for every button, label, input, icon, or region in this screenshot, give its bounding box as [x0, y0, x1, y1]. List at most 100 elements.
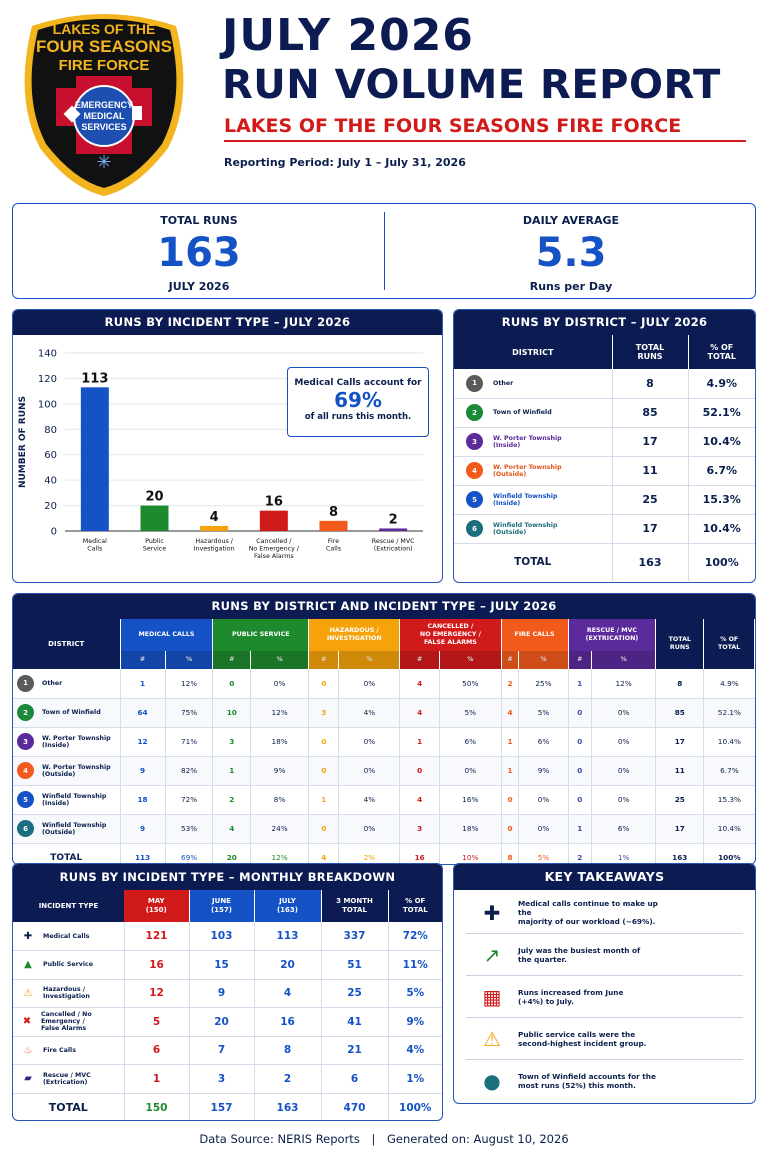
- district-col-pct: % OF TOTAL: [687, 335, 755, 369]
- matrix-cell: 0: [568, 756, 593, 786]
- district-number-badge: 3: [466, 433, 483, 450]
- district-name-cell: 1 Other: [454, 369, 613, 399]
- matrix-district-line1: W. Porter Township: [42, 734, 111, 742]
- matrix-cell: 64: [120, 698, 166, 728]
- matrix-cell: 4: [501, 698, 520, 728]
- matrix-cell: 4: [399, 785, 441, 815]
- matrix-district-name: W. Porter Township (Inside): [42, 735, 111, 749]
- matrix-row-total: 85: [655, 698, 705, 728]
- district-name-line1: Other: [493, 379, 514, 387]
- monthly-type-line1: Fire Calls: [43, 1046, 76, 1054]
- matrix-group-header: CANCELLED / NO EMERGENCY / FALSE ALARMS: [399, 619, 502, 651]
- district-runs: 8: [612, 369, 689, 399]
- matrix-row-total: 8: [655, 669, 705, 699]
- bar-2: [140, 505, 169, 531]
- x-tick-label: Calls: [326, 546, 341, 553]
- monthly-jul: 113: [254, 922, 322, 951]
- matrix-sub-num: #: [308, 651, 340, 669]
- monthly-col-pct: % OF TOTAL: [387, 890, 442, 922]
- bar-value-label: 4: [210, 510, 219, 525]
- district-pct: 52.1%: [688, 398, 755, 428]
- monthly-col-jun: JUNE (157): [188, 890, 254, 922]
- matrix-cell: 9%: [250, 756, 310, 786]
- monthly-type-cell: ✚ Medical Calls: [13, 922, 125, 951]
- x-tick-label: Calls: [87, 546, 102, 553]
- matrix-cell: 0%: [518, 785, 569, 815]
- matrix-district-name: Town of Winfield: [42, 709, 101, 716]
- matrix-total-cell: 4: [308, 843, 340, 864]
- report-title-line1: JULY 2026: [222, 10, 474, 61]
- monthly-jun: 103: [189, 922, 255, 951]
- badge-mid-text: FOUR SEASONS: [36, 37, 172, 56]
- monthly-type-name: Public Service: [43, 961, 93, 968]
- matrix-cell: 1: [399, 727, 441, 757]
- y-tick-label: 0: [51, 527, 57, 538]
- matrix-row-total: 17: [655, 727, 705, 757]
- takeaway-line1: Public service calls were the: [518, 1029, 636, 1039]
- incident-type-icon: ✚: [23, 930, 33, 942]
- monthly-jul: 4: [254, 979, 322, 1008]
- district-col-total: TOTAL RUNS: [611, 335, 688, 369]
- matrix-cell: 1: [308, 785, 340, 815]
- x-tick-label: Fire: [328, 538, 339, 545]
- footer-generated: Generated on: August 10, 2026: [387, 1132, 569, 1146]
- matrix-cell: 10: [212, 698, 252, 728]
- matrix-district-line1: Winfield Township: [42, 792, 107, 800]
- matrix-group-header-line: (EXTRICATION): [585, 635, 639, 642]
- y-axis-label: NUMBER OF RUNS: [18, 396, 28, 488]
- matrix-row-pct: 4.9%: [703, 669, 755, 699]
- takeaway-icon: ⚠: [483, 1026, 501, 1051]
- x-tick-label: No Emergency /: [249, 546, 300, 553]
- monthly-may: 121: [124, 922, 190, 951]
- matrix-district-cell: 2 Town of Winfield: [13, 698, 121, 728]
- matrix-sub-num: #: [120, 651, 166, 669]
- bar-5: [319, 520, 348, 531]
- summary-divider: [384, 212, 385, 290]
- district-runs: 25: [612, 485, 689, 515]
- district-name: W. Porter Township (Outside): [493, 464, 562, 478]
- matrix-total-cell: 2: [568, 843, 593, 864]
- monthly-title: RUNS BY INCIDENT TYPE – MONTHLY BREAKDOW…: [13, 864, 442, 890]
- matrix-group-header-line: FIRE CALLS: [514, 631, 555, 638]
- matrix-district-cell: 4 W. Porter Township (Outside): [13, 756, 121, 786]
- monthly-jun: 20: [189, 1007, 255, 1037]
- matrix-cell: 3: [399, 814, 441, 844]
- matrix-district-wrap: 2 Town of Winfield: [17, 704, 120, 721]
- matrix-col-total-text: TOTAL RUNS: [668, 636, 691, 651]
- matrix-group-header-line: FALSE ALARMS: [423, 639, 477, 646]
- matrix-cell: 5%: [518, 698, 569, 728]
- matrix-total-total: 163: [655, 843, 705, 864]
- matrix-cell: 1: [212, 756, 252, 786]
- monthly-total-label: TOTAL: [13, 1093, 125, 1120]
- matrix-cell: 6%: [591, 814, 657, 844]
- matrix-district-line2: (Outside): [42, 828, 76, 836]
- matrix-cell: 82%: [165, 756, 214, 786]
- matrix-cell: 0: [568, 727, 593, 757]
- monthly-type-cell: ▲ Public Service: [13, 950, 125, 980]
- matrix-cell: 0%: [591, 727, 657, 757]
- matrix-district-wrap: 6 Winfield Township (Outside): [17, 820, 120, 837]
- matrix-cell: 1: [120, 669, 166, 699]
- takeaway-item: ▦ Runs increased from June (+4%) to July.: [466, 976, 743, 1018]
- footer-separator: |: [371, 1132, 376, 1146]
- monthly-pct: 72%: [388, 922, 442, 951]
- takeaway-line1: July was the busiest month of: [518, 945, 641, 955]
- incident-type-icon: ✖: [22, 1016, 32, 1028]
- monthly-type-line1: Cancelled / No Emergency /: [40, 1011, 92, 1026]
- matrix-total-label: TOTAL: [13, 843, 121, 864]
- district-table: DISTRICT TOTAL RUNS % OF TOTAL 1 Other 8 4.…: [454, 335, 755, 581]
- monthly-jun: 15: [189, 950, 255, 980]
- district-name-line1: Town of Winfield: [493, 409, 552, 416]
- monthly-type-line1: Hazardous /: [43, 986, 86, 994]
- matrix-district-line1: W. Porter Township: [42, 763, 111, 771]
- monthly-type-line1: Public Service: [43, 961, 94, 969]
- monthly-pct: 4%: [388, 1036, 442, 1065]
- subtitle-rule: [224, 140, 746, 142]
- x-tick-label: (Extrication): [374, 546, 413, 553]
- matrix-row: 5 Winfield Township (Inside) 18 72% 2 8% 1 4% 4 16…: [13, 785, 755, 815]
- matrix-cell: 0%: [338, 756, 401, 786]
- matrix-sub-pct: %: [165, 651, 214, 669]
- monthly-type-wrap: ✖ Cancelled / No Emergency / False Alarms: [21, 1011, 124, 1032]
- incident-type-chart-card: RUNS BY INCIDENT TYPE – JULY 2026 0 20 40 6…: [12, 309, 443, 583]
- monthly-type-name: Cancelled / No Emergency / False Alarms: [41, 1011, 124, 1032]
